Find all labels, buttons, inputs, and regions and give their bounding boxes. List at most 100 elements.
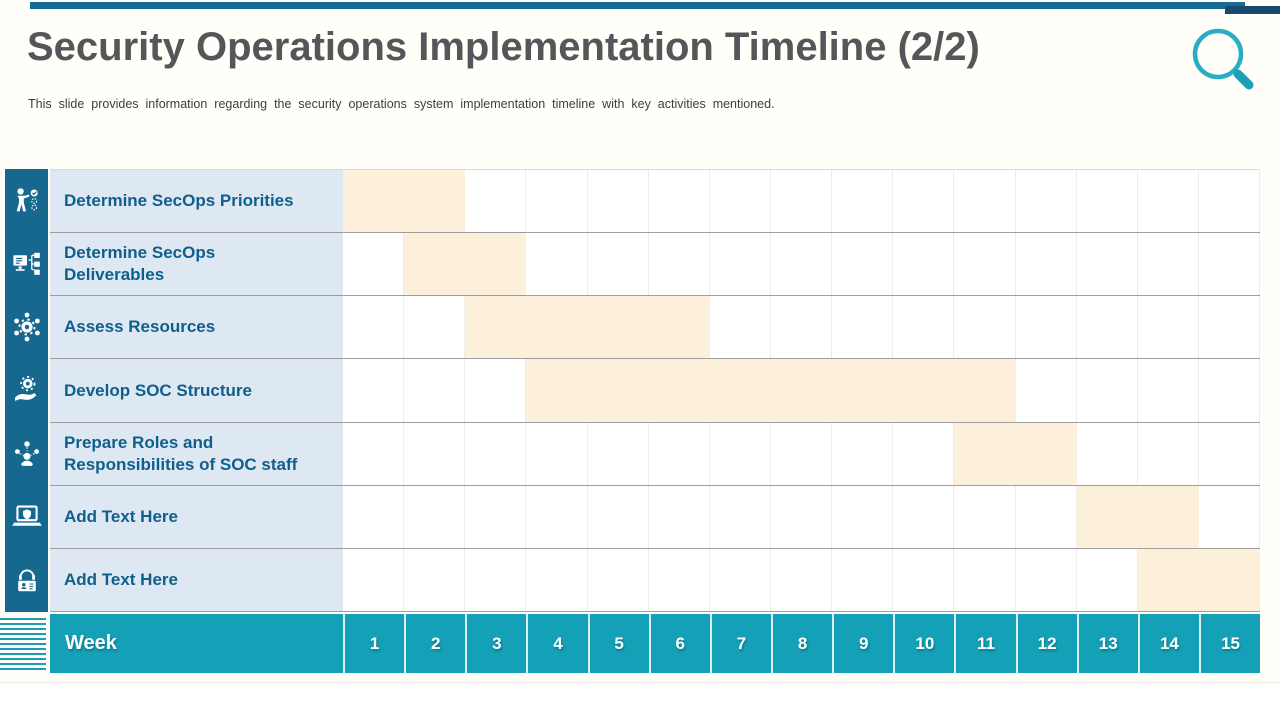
task-label: Determine SecOps Priorities <box>50 170 343 233</box>
week-number-cell: 14 <box>1137 614 1199 673</box>
grid-cell <box>1076 170 1138 233</box>
grid-cell <box>343 296 405 359</box>
grid-cell <box>526 170 588 233</box>
week-number-cell: 12 <box>1015 614 1077 673</box>
grid-cell <box>1015 359 1077 422</box>
laptop-shield-icon <box>5 485 48 548</box>
task-row: Add Text Here <box>50 548 1261 612</box>
grid-cell <box>1076 233 1138 296</box>
grid-cell <box>954 233 1016 296</box>
grid-cell <box>648 170 710 233</box>
week-number-cell: 13 <box>1076 614 1138 673</box>
week-grid <box>343 296 1261 359</box>
grid-cell <box>954 548 1016 611</box>
grid-cell <box>954 296 1016 359</box>
stripe-line <box>0 668 46 670</box>
gantt-bar <box>954 422 1077 485</box>
grid-cell <box>770 296 833 359</box>
grid-cell <box>648 233 710 296</box>
grid-cell <box>832 233 894 296</box>
grid-cell <box>1015 170 1077 233</box>
grid-cell <box>893 296 955 359</box>
grid-cell <box>1015 548 1077 611</box>
stripe-line <box>0 653 46 655</box>
grid-cell <box>343 233 405 296</box>
grid-cell <box>832 485 894 548</box>
monitor-flowchart-icon <box>5 232 48 295</box>
grid-cell <box>709 485 771 548</box>
grid-cell <box>587 170 649 233</box>
week-grid <box>343 170 1261 233</box>
grid-cell <box>404 359 466 422</box>
grid-cell <box>1015 233 1077 296</box>
gantt-bar <box>343 170 466 233</box>
slide-canvas: Security Operations Implementation Timel… <box>0 0 1280 683</box>
slide-subtitle: This slide provides information regardin… <box>28 97 775 111</box>
stripe-line <box>0 658 46 660</box>
grid-cell <box>343 485 405 548</box>
week-number-cell: 5 <box>587 614 649 673</box>
grid-cell <box>343 548 405 611</box>
grid-cell <box>404 548 466 611</box>
grid-cell <box>1076 548 1138 611</box>
grid-cell <box>1198 422 1261 485</box>
grid-cell <box>770 233 833 296</box>
grid-cell <box>1015 485 1077 548</box>
grid-cell <box>404 422 466 485</box>
week-number-cell: 1 <box>343 614 404 673</box>
grid-cell <box>893 170 955 233</box>
grid-cell <box>343 359 405 422</box>
week-number-cell: 9 <box>832 614 893 673</box>
stripe-line <box>0 633 46 635</box>
grid-cell <box>709 548 771 611</box>
grid-cell <box>648 548 710 611</box>
gantt-bar <box>404 233 527 296</box>
grid-cell <box>1015 296 1077 359</box>
grid-cell <box>832 296 894 359</box>
week-grid <box>343 548 1261 611</box>
grid-cell <box>1198 170 1261 233</box>
grid-cell <box>954 485 1016 548</box>
task-row: Determine SecOps Priorities <box>50 170 1261 234</box>
task-row: Assess Resources <box>50 296 1261 360</box>
grid-cell <box>1137 233 1199 296</box>
task-row: Prepare Roles and Responsibilities of SO… <box>50 422 1261 486</box>
week-number-cell: 4 <box>526 614 587 673</box>
operator-badge-icon <box>5 549 48 612</box>
gantt-bar <box>465 296 710 359</box>
grid-cell <box>709 422 771 485</box>
grid-cell <box>1198 359 1261 422</box>
icon-strip <box>5 169 48 612</box>
grid-cell <box>587 422 649 485</box>
grid-cell <box>404 485 466 548</box>
grid-cell <box>893 233 955 296</box>
week-header-row: Week 1 2 3 4 5 6 7 8 9 10 11 12 13 14 15 <box>50 614 1260 673</box>
grid-cell <box>648 422 710 485</box>
grid-cell <box>1076 422 1138 485</box>
grid-cell <box>465 548 527 611</box>
grid-cell <box>1076 359 1138 422</box>
grid-cell <box>709 170 771 233</box>
stripe-line <box>0 623 46 625</box>
week-number-cell: 11 <box>954 614 1015 673</box>
grid-cell <box>832 422 894 485</box>
team-network-icon <box>5 422 48 485</box>
task-label: Assess Resources <box>50 296 343 359</box>
gear-network-icon <box>5 296 48 359</box>
grid-cell <box>770 170 833 233</box>
grid-cell <box>832 548 894 611</box>
stripe-line <box>0 648 46 650</box>
week-grid <box>343 233 1261 296</box>
grid-cell <box>1137 170 1199 233</box>
grid-cell <box>1198 296 1261 359</box>
grid-cell <box>465 170 527 233</box>
grid-cell <box>404 296 466 359</box>
grid-cell <box>465 359 527 422</box>
decorative-stripes <box>0 618 46 673</box>
grid-cell <box>770 485 833 548</box>
top-accent-bar-dark <box>1225 6 1280 14</box>
grid-cell <box>465 485 527 548</box>
grid-cell <box>526 485 588 548</box>
grid-cell <box>893 485 955 548</box>
task-label: Prepare Roles and Responsibilities of SO… <box>50 422 343 485</box>
